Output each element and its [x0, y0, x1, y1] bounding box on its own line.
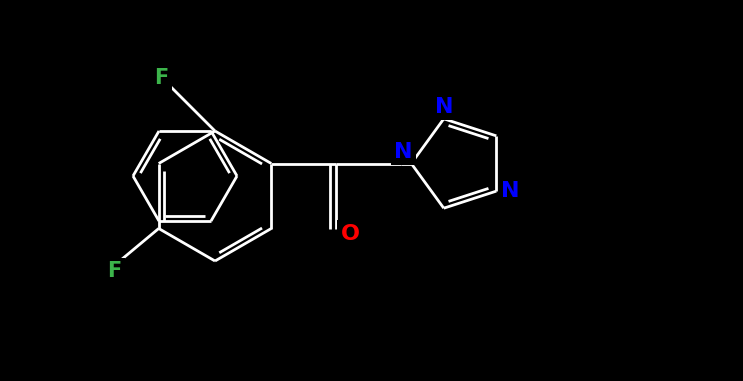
Text: N: N [501, 181, 519, 201]
Text: N: N [435, 97, 453, 117]
Text: F: F [108, 261, 122, 281]
Text: F: F [155, 67, 169, 88]
Text: N: N [394, 141, 412, 162]
Text: O: O [341, 224, 360, 243]
